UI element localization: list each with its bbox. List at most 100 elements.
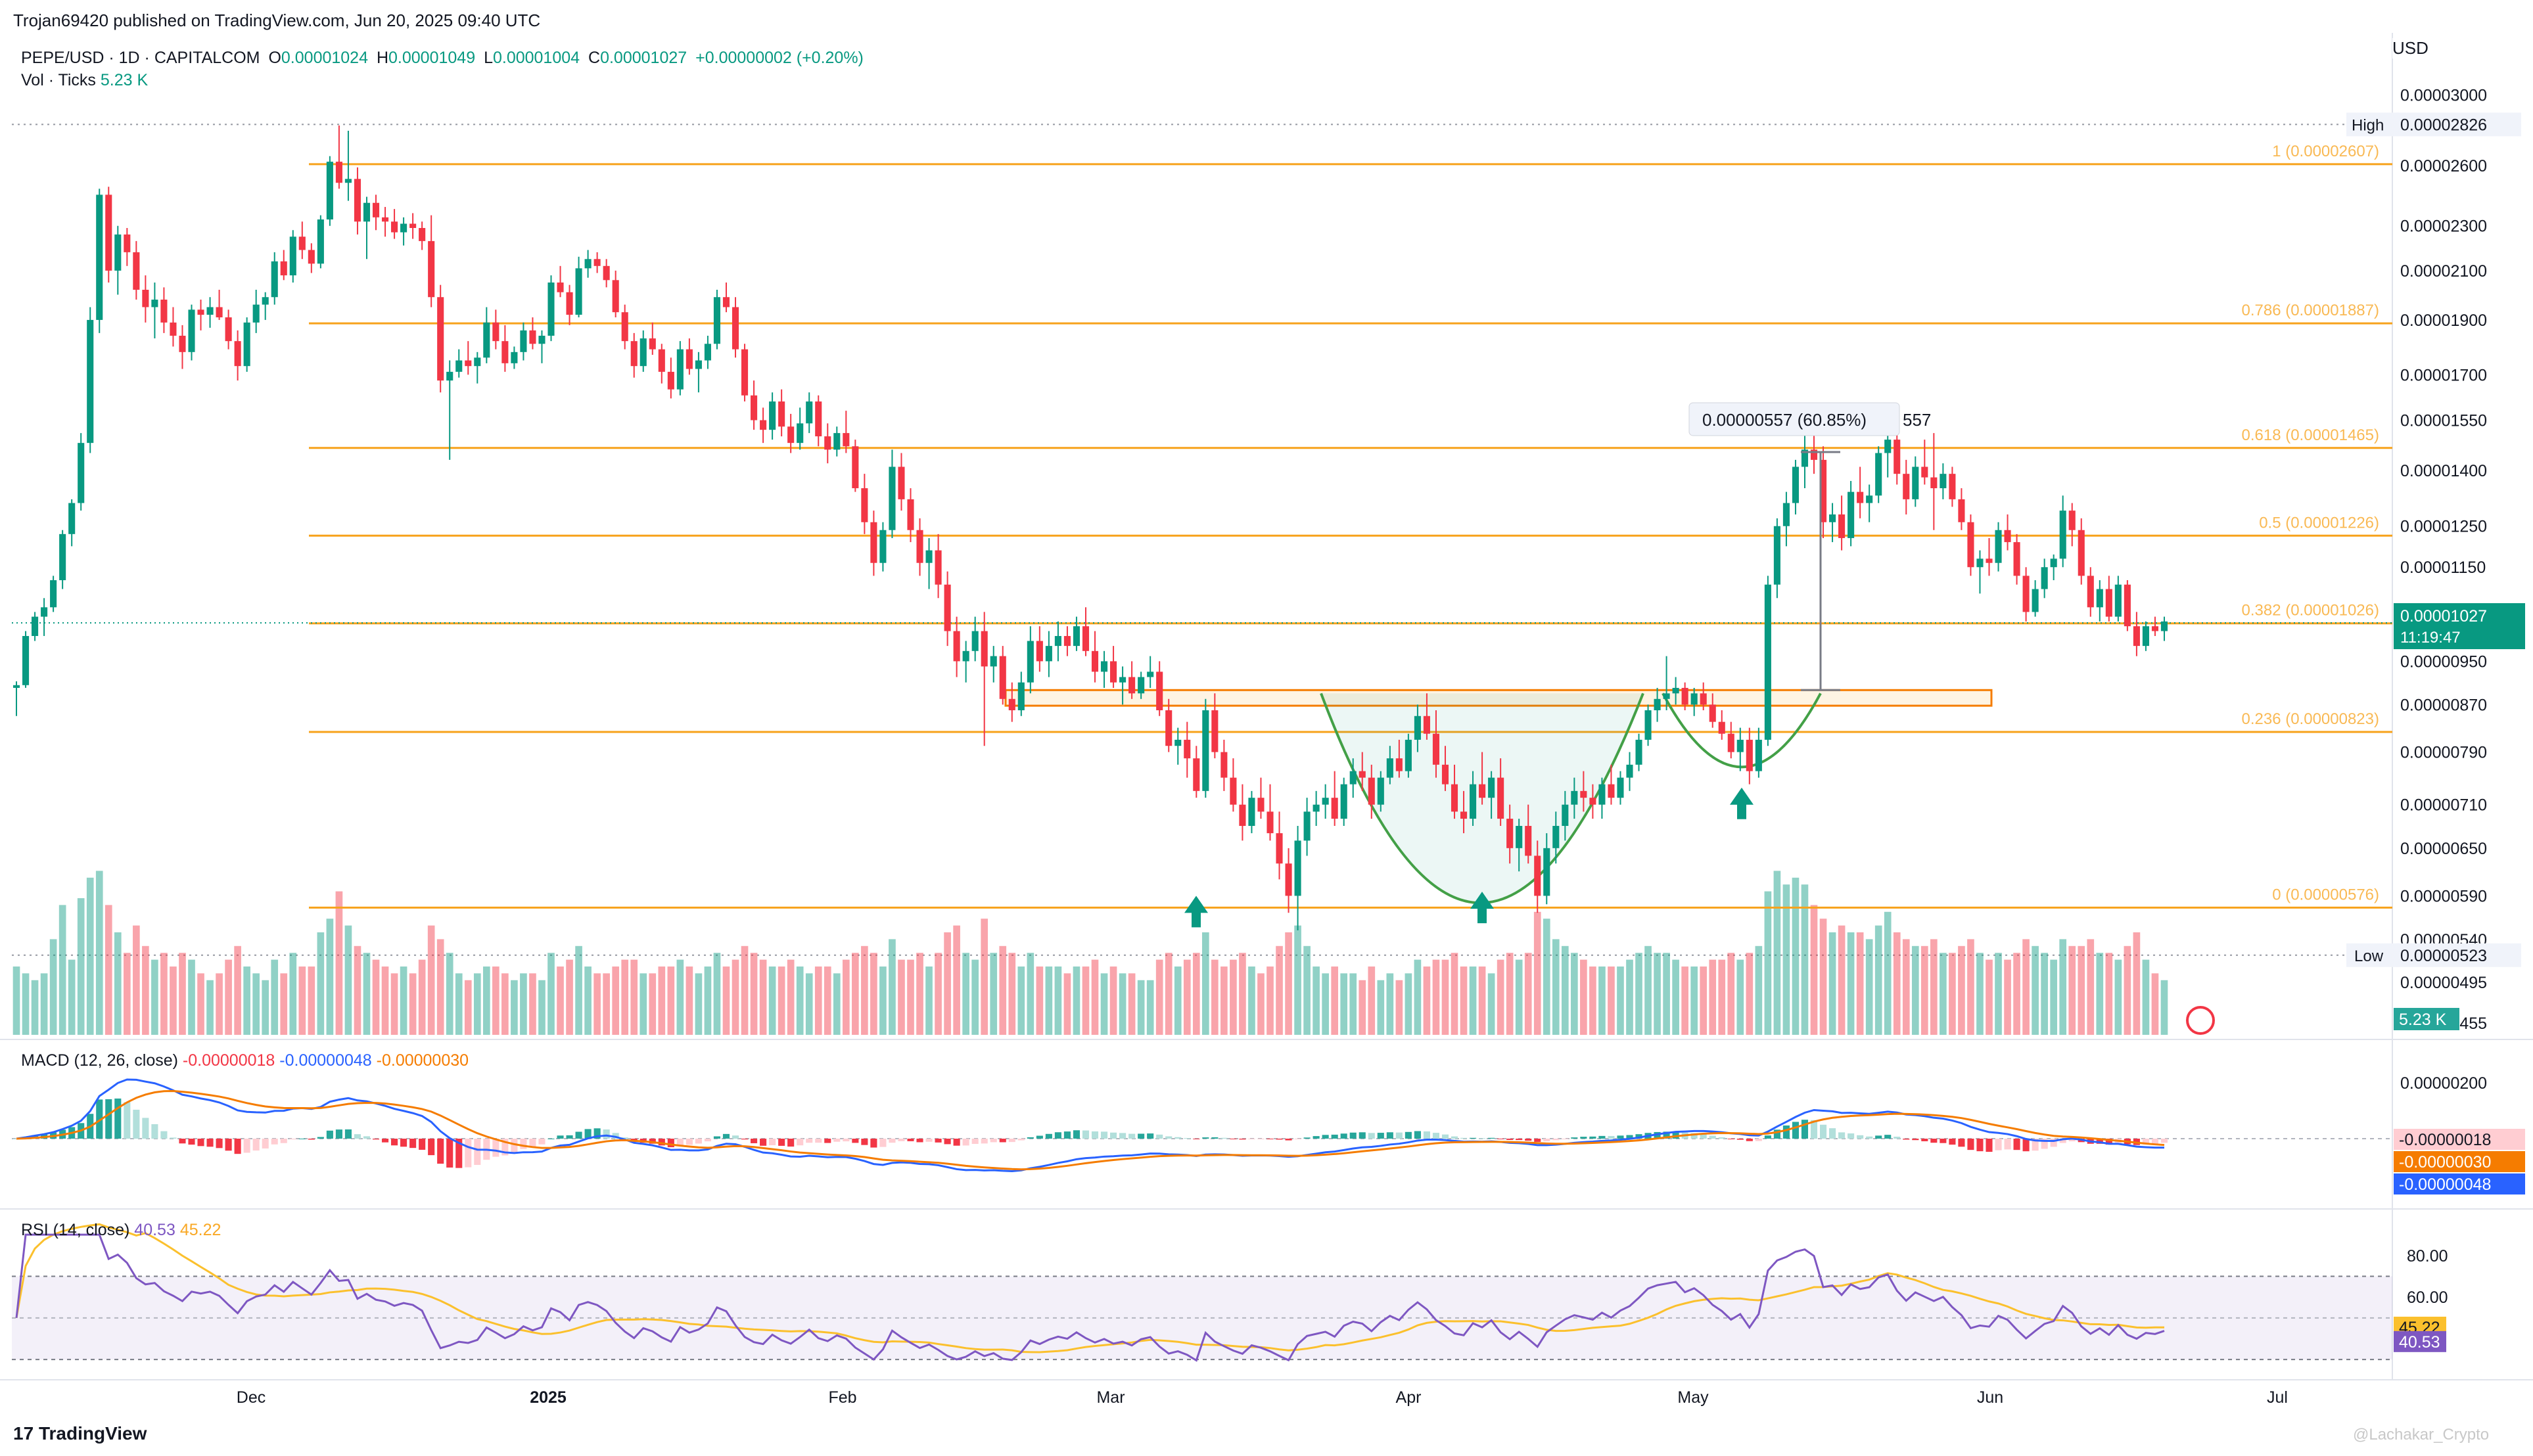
- macd-hist-bar: [722, 1133, 730, 1139]
- volume-badge: [2394, 1008, 2459, 1030]
- candle-body: [1552, 826, 1560, 848]
- macd-hist-bar: [566, 1135, 573, 1139]
- volume-bar: [2041, 953, 2048, 1035]
- macd-hist-bar: [751, 1139, 758, 1143]
- macd-hist-bar: [916, 1139, 923, 1143]
- rsi-value: 40.53: [134, 1221, 175, 1239]
- candle-body: [593, 259, 601, 266]
- candle-body: [317, 219, 324, 264]
- candle-body: [2142, 626, 2149, 647]
- macd-badge-value: -0.00000048: [2399, 1175, 2491, 1194]
- macd-hist-bar: [465, 1139, 472, 1168]
- candle-body: [1940, 474, 1947, 489]
- volume-bar: [852, 953, 859, 1035]
- candle-body: [1405, 739, 1412, 771]
- volume-bar: [1248, 967, 1255, 1035]
- time-axis-tick: Jun: [1977, 1388, 2003, 1407]
- candle-body: [400, 223, 407, 233]
- volume-bar: [1100, 973, 1108, 1035]
- volume-bar: [870, 953, 877, 1035]
- macd-hist-bar: [1709, 1135, 1716, 1139]
- candle-body: [953, 631, 960, 662]
- candle-body: [925, 550, 933, 563]
- candle-body: [372, 202, 380, 217]
- tradingview-logo: 17 TradingView: [13, 1423, 147, 1444]
- macd-hist-bar: [667, 1139, 674, 1148]
- volume-bar: [1773, 871, 1781, 1035]
- volume-bar: [455, 973, 463, 1035]
- volume-bar: [1893, 932, 1901, 1035]
- volume-bar: [427, 925, 435, 1035]
- macd-label[interactable]: MACD (12, 26, close): [21, 1051, 178, 1070]
- candle-body: [2004, 530, 2011, 543]
- macd-hist-bar: [400, 1139, 407, 1147]
- macd-hist-bar: [381, 1139, 389, 1143]
- volume-bar: [2096, 953, 2104, 1035]
- currency-label[interactable]: USD: [2392, 38, 2428, 58]
- macd-hist-bar: [317, 1137, 324, 1139]
- candle-body: [1349, 771, 1357, 785]
- candle-body: [971, 631, 979, 651]
- candle-body: [2078, 530, 2085, 576]
- macd-hist-bar: [898, 1139, 905, 1141]
- candle-body: [843, 433, 850, 447]
- volume-bar: [1884, 911, 1892, 1035]
- candle-body: [1995, 530, 2002, 563]
- volume-bar: [1672, 959, 1679, 1035]
- time-axis-tick: May: [1677, 1388, 1709, 1407]
- macd-hist-bar: [114, 1098, 122, 1139]
- candle-body: [1644, 710, 1652, 740]
- up-arrow-icon: [1470, 892, 1494, 924]
- candle-body: [326, 162, 333, 220]
- volume-bar: [179, 953, 186, 1035]
- volume-bar: [2022, 939, 2030, 1035]
- macd-hist-bar: [1995, 1139, 2002, 1150]
- time-axis-tick: Feb: [828, 1388, 856, 1407]
- volume-bar: [981, 919, 988, 1035]
- candle-body: [1903, 474, 1910, 499]
- volume-bar: [1755, 945, 1763, 1035]
- macd-hist-bar: [1875, 1135, 1882, 1139]
- candle-body: [898, 466, 905, 499]
- candle-body: [1525, 826, 1532, 856]
- macd-hist-bar: [1718, 1137, 1725, 1139]
- macd-hist-bar: [538, 1139, 546, 1145]
- volume-bar: [1359, 980, 1366, 1035]
- price-axis-tick: 0.00000790: [2400, 744, 2487, 762]
- fib-level-label: 0.5 (0.00001226): [2259, 514, 2379, 532]
- volume-bar: [1506, 953, 1514, 1035]
- volume-bar: [31, 980, 39, 1035]
- volume-bar: [1681, 967, 1688, 1035]
- candle-body: [1017, 682, 1025, 711]
- candle-body: [575, 268, 582, 315]
- volume-bar: [298, 967, 306, 1035]
- high-badge: [2346, 112, 2399, 137]
- volume-bar: [344, 925, 352, 1035]
- candle-body: [1497, 777, 1504, 819]
- rsi-label[interactable]: RSI (14, close): [21, 1221, 130, 1239]
- macd-line: [16, 1078, 2164, 1172]
- volume-bar: [833, 973, 841, 1035]
- volume-bar: [1405, 973, 1412, 1035]
- candle-body: [437, 297, 444, 381]
- volume-bar: [1782, 884, 1790, 1035]
- candle-body: [704, 344, 711, 361]
- symbol-name[interactable]: PEPE/USD · 1D · CAPITALCOM: [21, 49, 260, 67]
- volume-bar: [999, 945, 1007, 1035]
- volume-bar: [1874, 925, 1882, 1035]
- candle-body: [916, 530, 923, 563]
- macd-hist-bar: [879, 1139, 887, 1147]
- volume-bar: [2151, 973, 2159, 1035]
- macd-hist-bar: [2004, 1139, 2011, 1150]
- volume-bar: [1571, 953, 1578, 1035]
- macd-hist-bar: [981, 1139, 988, 1144]
- macd-hist-bar: [2022, 1139, 2030, 1152]
- volume-label[interactable]: Vol · Ticks: [21, 71, 96, 89]
- macd-hist-bar: [2013, 1139, 2020, 1150]
- macd-hist-bar: [1395, 1132, 1403, 1139]
- time-axis-tick: Dec: [237, 1388, 266, 1407]
- macd-hist-bar: [852, 1139, 859, 1143]
- volume-bar: [1211, 959, 1219, 1035]
- candle-body: [335, 162, 342, 183]
